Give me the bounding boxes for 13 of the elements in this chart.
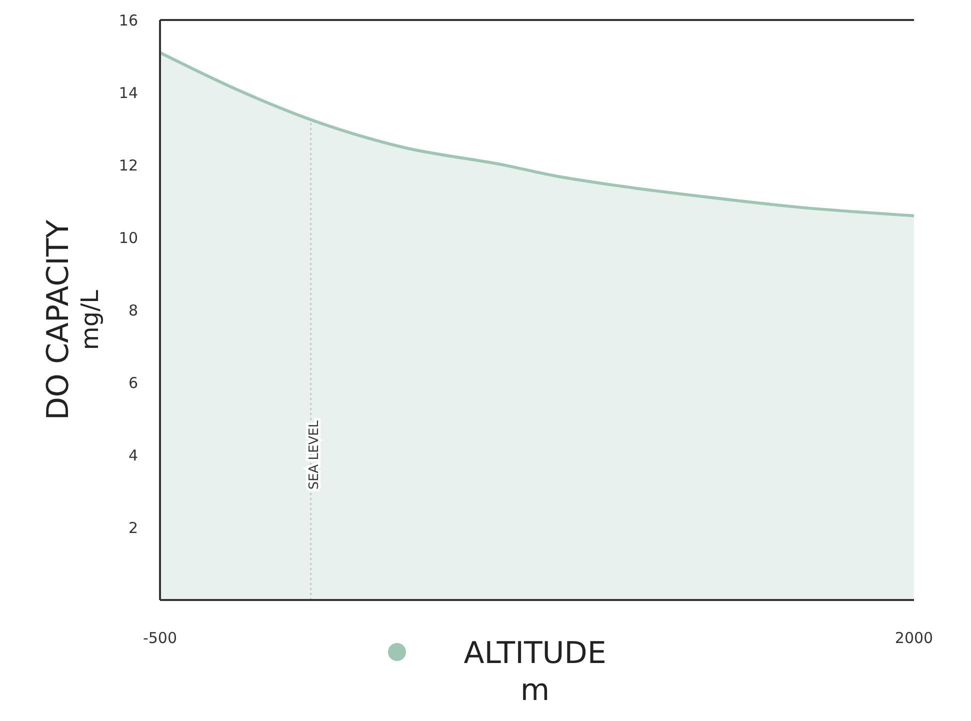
x-tick-label: -500 [142, 629, 178, 647]
x-tick-label: 2000 [894, 629, 934, 647]
y-tick-label: 10 [118, 228, 138, 247]
x-axis-title: ALTITUDE m [464, 636, 606, 708]
y-axis-title: DO CAPACITY mg/L [41, 219, 104, 420]
y-tick-label: 4 [128, 446, 138, 464]
y-tick-label: 14 [118, 84, 138, 102]
y-tick-label: 2 [128, 518, 138, 537]
ref-line-label: SEA LEVEL [306, 420, 322, 490]
y-tick-label: 12 [118, 156, 138, 174]
y-tick-label: 16 [118, 11, 138, 30]
y-tick-label: 6 [128, 374, 138, 392]
y-tick-label: 8 [128, 301, 138, 320]
